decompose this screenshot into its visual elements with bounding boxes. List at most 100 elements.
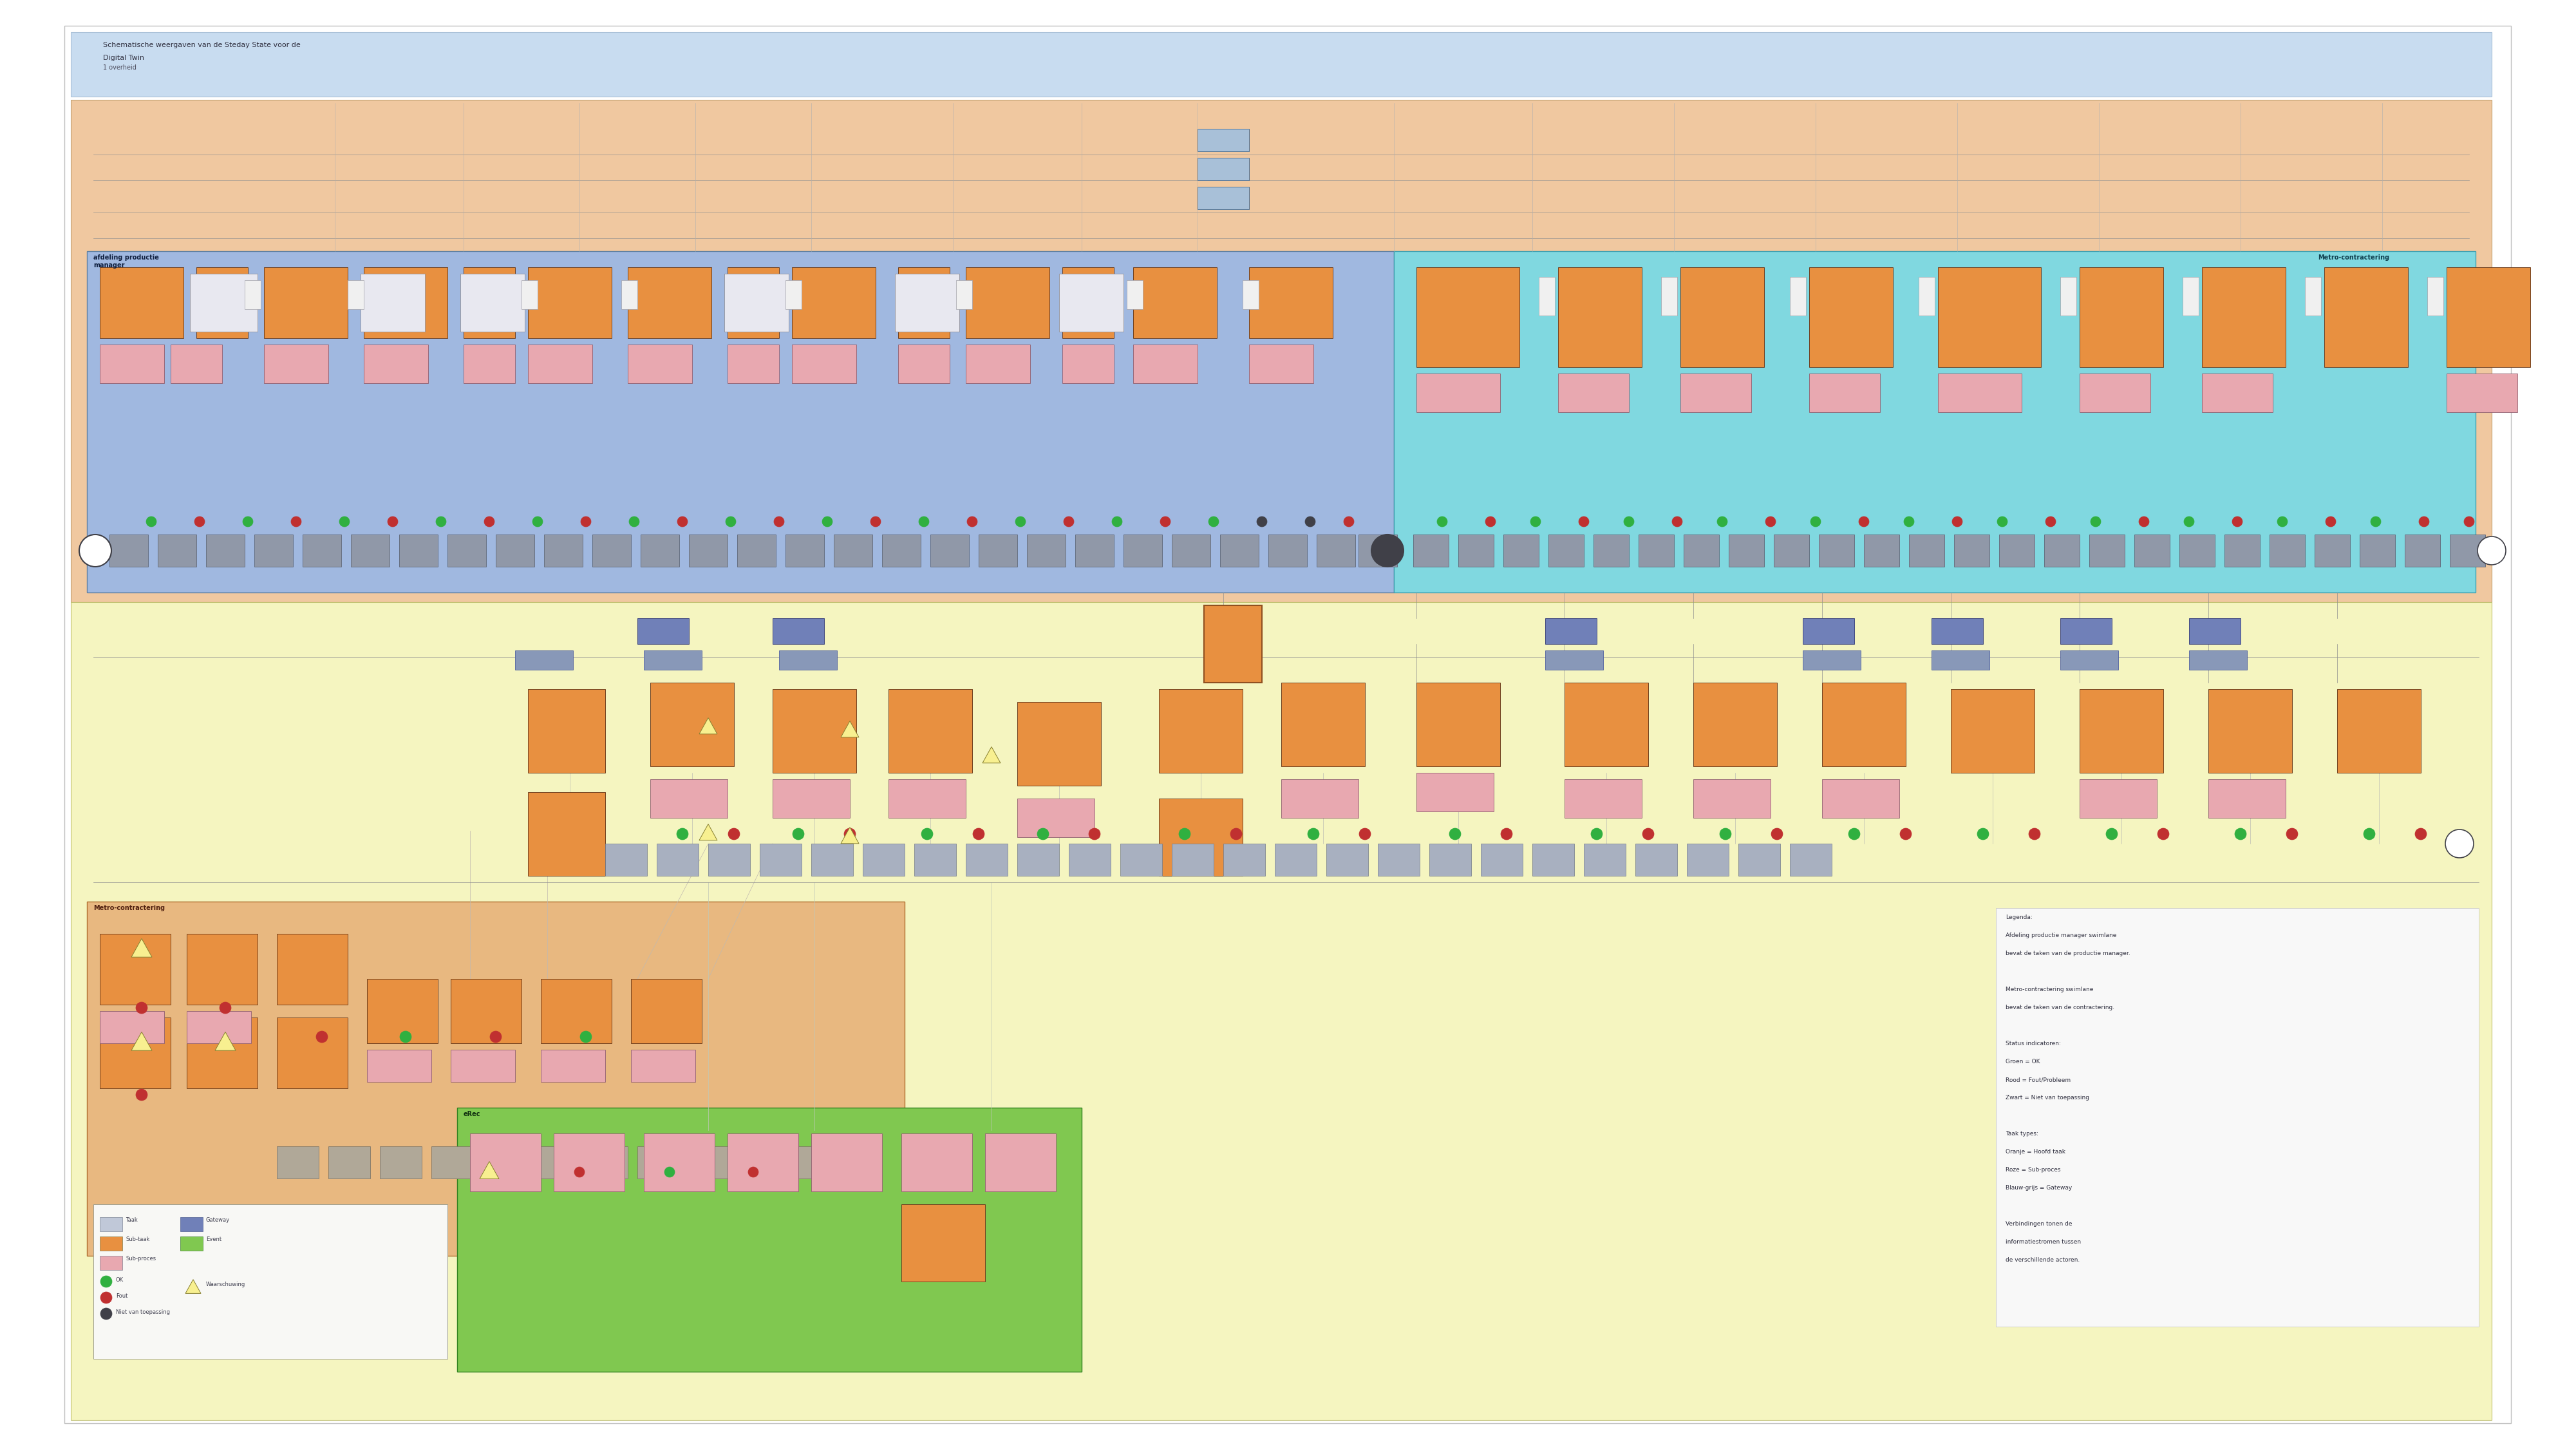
Circle shape [1345,516,1355,527]
Circle shape [242,516,252,527]
Bar [469,1133,541,1191]
Circle shape [1360,829,1370,840]
Bar [1414,535,1448,567]
Circle shape [1437,516,1448,527]
Bar [791,1146,835,1178]
Circle shape [1978,829,1989,840]
Circle shape [2277,516,2287,527]
Circle shape [1904,516,1914,527]
Text: Zwart = Niet van toepassing: Zwart = Niet van toepassing [2007,1095,2089,1101]
Circle shape [726,516,737,527]
Circle shape [574,1166,585,1177]
Polygon shape [840,722,858,738]
Bar [585,1146,629,1178]
Bar [1821,780,1899,817]
Bar [1662,277,1677,316]
Bar [482,1146,526,1178]
Polygon shape [214,1032,234,1051]
Bar [1018,701,1100,785]
Bar [100,267,183,338]
Circle shape [1718,516,1728,527]
Bar [1548,535,1584,567]
Text: Metro-contractering: Metro-contractering [93,904,165,911]
Circle shape [2478,536,2506,565]
Bar [2360,535,2396,567]
Bar [1728,535,1765,567]
Bar [2061,619,2112,643]
Bar [966,843,1007,875]
Circle shape [2045,516,2056,527]
Bar [2061,277,2076,316]
Polygon shape [131,1032,152,1051]
Bar [515,651,572,669]
Bar [811,1133,881,1191]
Bar [363,267,448,338]
Bar [276,933,348,1004]
Bar [2079,374,2151,412]
Bar [2316,535,2349,567]
Bar [1417,267,1520,367]
Circle shape [1090,829,1100,840]
Circle shape [2236,829,2246,840]
Bar [2089,535,2125,567]
Bar [495,535,533,567]
Bar [2427,277,2445,316]
Bar [708,843,750,875]
Circle shape [966,516,976,527]
Bar [605,843,647,875]
Bar [464,345,515,383]
Circle shape [399,1032,412,1043]
Circle shape [1772,829,1783,840]
Bar [1417,772,1494,811]
Bar [528,345,592,383]
Circle shape [920,516,930,527]
Bar [93,1204,448,1359]
Bar [185,933,258,1004]
Bar [1018,843,1059,875]
Polygon shape [185,1279,201,1294]
Text: Groen = OK: Groen = OK [2007,1059,2040,1065]
Bar [2179,535,2215,567]
Bar [88,901,904,1256]
Bar [451,980,520,1043]
Bar [724,274,788,332]
Bar [726,345,778,383]
Bar [1803,651,1860,669]
Bar [863,843,904,875]
Circle shape [665,1166,675,1177]
Circle shape [489,1032,502,1043]
Bar [1275,843,1316,875]
Bar [2324,267,2409,367]
Circle shape [1370,535,1404,567]
Bar [1028,535,1066,567]
Bar [641,535,680,567]
Polygon shape [131,939,152,958]
Text: Sub-proces: Sub-proces [126,1256,157,1262]
Circle shape [2445,829,2473,858]
Circle shape [100,1293,111,1304]
Bar [2061,651,2117,669]
Bar [1123,535,1162,567]
Bar [1249,267,1332,338]
Text: Roze = Sub-proces: Roze = Sub-proces [2007,1166,2061,1172]
Bar [1224,843,1265,875]
Bar [2079,690,2164,772]
Bar [1564,682,1649,767]
Bar [379,1146,422,1178]
Bar [739,1146,783,1178]
Bar [2190,651,2246,669]
Bar [348,280,363,309]
Bar [726,267,778,338]
Bar [363,345,428,383]
Bar [1636,843,1677,875]
Circle shape [317,1032,327,1043]
Bar [636,619,688,643]
Circle shape [193,516,204,527]
Circle shape [2159,829,2169,840]
Bar [456,1107,1082,1372]
Circle shape [1672,516,1682,527]
Circle shape [1159,516,1170,527]
Bar [2202,267,2285,367]
Bar [245,280,260,309]
Bar [70,603,2491,1420]
